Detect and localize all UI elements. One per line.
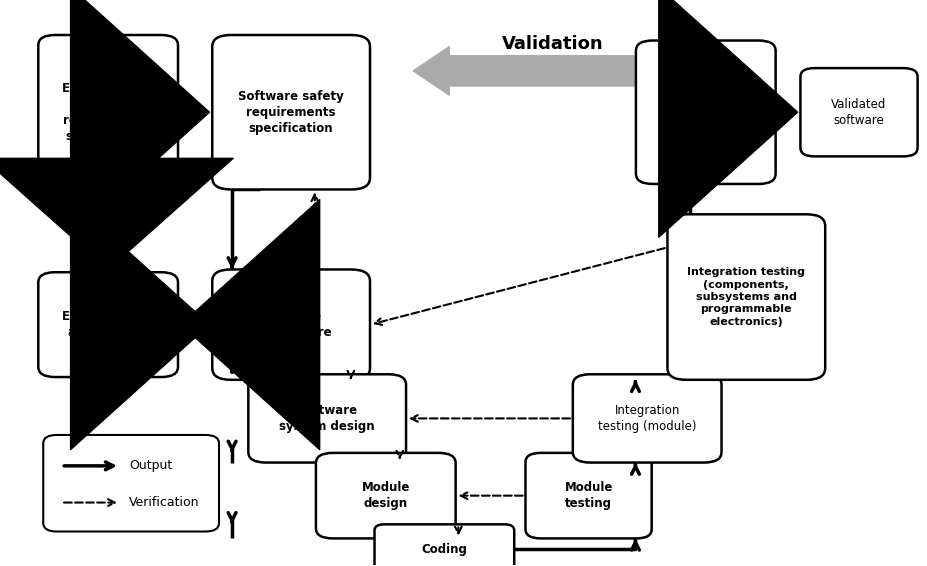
Text: Software safety
requirements
specification: Software safety requirements specificati… xyxy=(238,90,344,135)
Text: Software
architecture: Software architecture xyxy=(250,310,332,339)
FancyBboxPatch shape xyxy=(212,269,370,380)
Text: Module
testing: Module testing xyxy=(564,481,612,510)
Text: Verification: Verification xyxy=(129,496,199,509)
FancyBboxPatch shape xyxy=(44,435,219,531)
Text: Validation
testing: Validation testing xyxy=(671,98,739,127)
FancyBboxPatch shape xyxy=(375,524,514,566)
FancyBboxPatch shape xyxy=(800,68,917,156)
Text: Coding: Coding xyxy=(421,543,467,556)
FancyBboxPatch shape xyxy=(212,35,370,190)
Text: Integration testing
(components,
subsystems and
programmable
electronics): Integration testing (components, subsyst… xyxy=(687,267,805,327)
Text: Validation: Validation xyxy=(502,35,603,53)
FancyBboxPatch shape xyxy=(38,272,178,377)
Text: E/E/PE system
architecture: E/E/PE system architecture xyxy=(62,310,154,339)
FancyBboxPatch shape xyxy=(667,215,824,380)
FancyBboxPatch shape xyxy=(38,35,178,190)
Text: Output: Output xyxy=(129,460,171,473)
Text: Software
system design: Software system design xyxy=(279,404,375,433)
FancyBboxPatch shape xyxy=(572,374,721,462)
Text: E/E/PE system
safety
requirements
specification: E/E/PE system safety requirements specif… xyxy=(62,82,154,143)
FancyBboxPatch shape xyxy=(248,374,406,462)
Text: Module
design: Module design xyxy=(362,481,410,510)
FancyBboxPatch shape xyxy=(525,453,651,538)
FancyBboxPatch shape xyxy=(635,41,775,184)
FancyBboxPatch shape xyxy=(315,453,455,538)
FancyArrow shape xyxy=(413,46,633,95)
Text: Integration
testing (module): Integration testing (module) xyxy=(597,404,695,433)
Text: Validated
software: Validated software xyxy=(831,98,885,127)
